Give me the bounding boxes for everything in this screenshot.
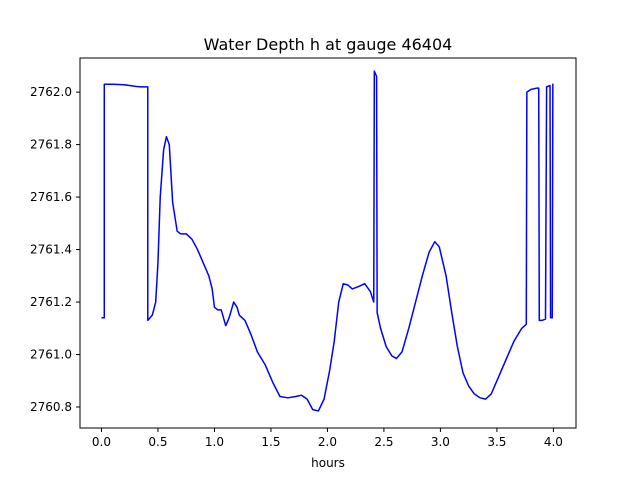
y-tick-label: 2762.0 — [30, 85, 72, 99]
series-line — [101, 70, 554, 412]
x-tick-label: 1.0 — [205, 435, 224, 449]
y-tick-label: 2761.2 — [30, 295, 72, 309]
y-tick-label: 2761.8 — [30, 138, 72, 152]
y-tick-label: 2761.6 — [30, 190, 72, 204]
x-tick-label: 0.5 — [148, 435, 167, 449]
x-tick-label: 0.0 — [92, 435, 111, 449]
series-layer — [101, 70, 554, 412]
x-axis-label: hours — [311, 456, 345, 470]
x-tick-label: 3.5 — [487, 435, 506, 449]
y-tick-label: 2761.0 — [30, 348, 72, 362]
chart-title: Water Depth h at gauge 46404 — [204, 35, 453, 54]
x-axis-ticks: 0.0 0.5 1.0 1.5 2.0 2.5 3.0 3.5 4.0 — [92, 428, 563, 449]
x-tick-label: 4.0 — [544, 435, 563, 449]
y-tick-label: 2761.4 — [30, 243, 72, 257]
y-axis-ticks: 2760.8 2761.0 2761.2 2761.4 2761.6 2761.8 2762… — [30, 85, 80, 414]
x-tick-label: 2.0 — [318, 435, 337, 449]
y-tick-label: 2760.8 — [30, 400, 72, 414]
plot-frame — [79, 57, 577, 429]
x-tick-label: 3.0 — [431, 435, 450, 449]
x-tick-label: 1.5 — [261, 435, 280, 449]
x-tick-label: 2.5 — [374, 435, 393, 449]
